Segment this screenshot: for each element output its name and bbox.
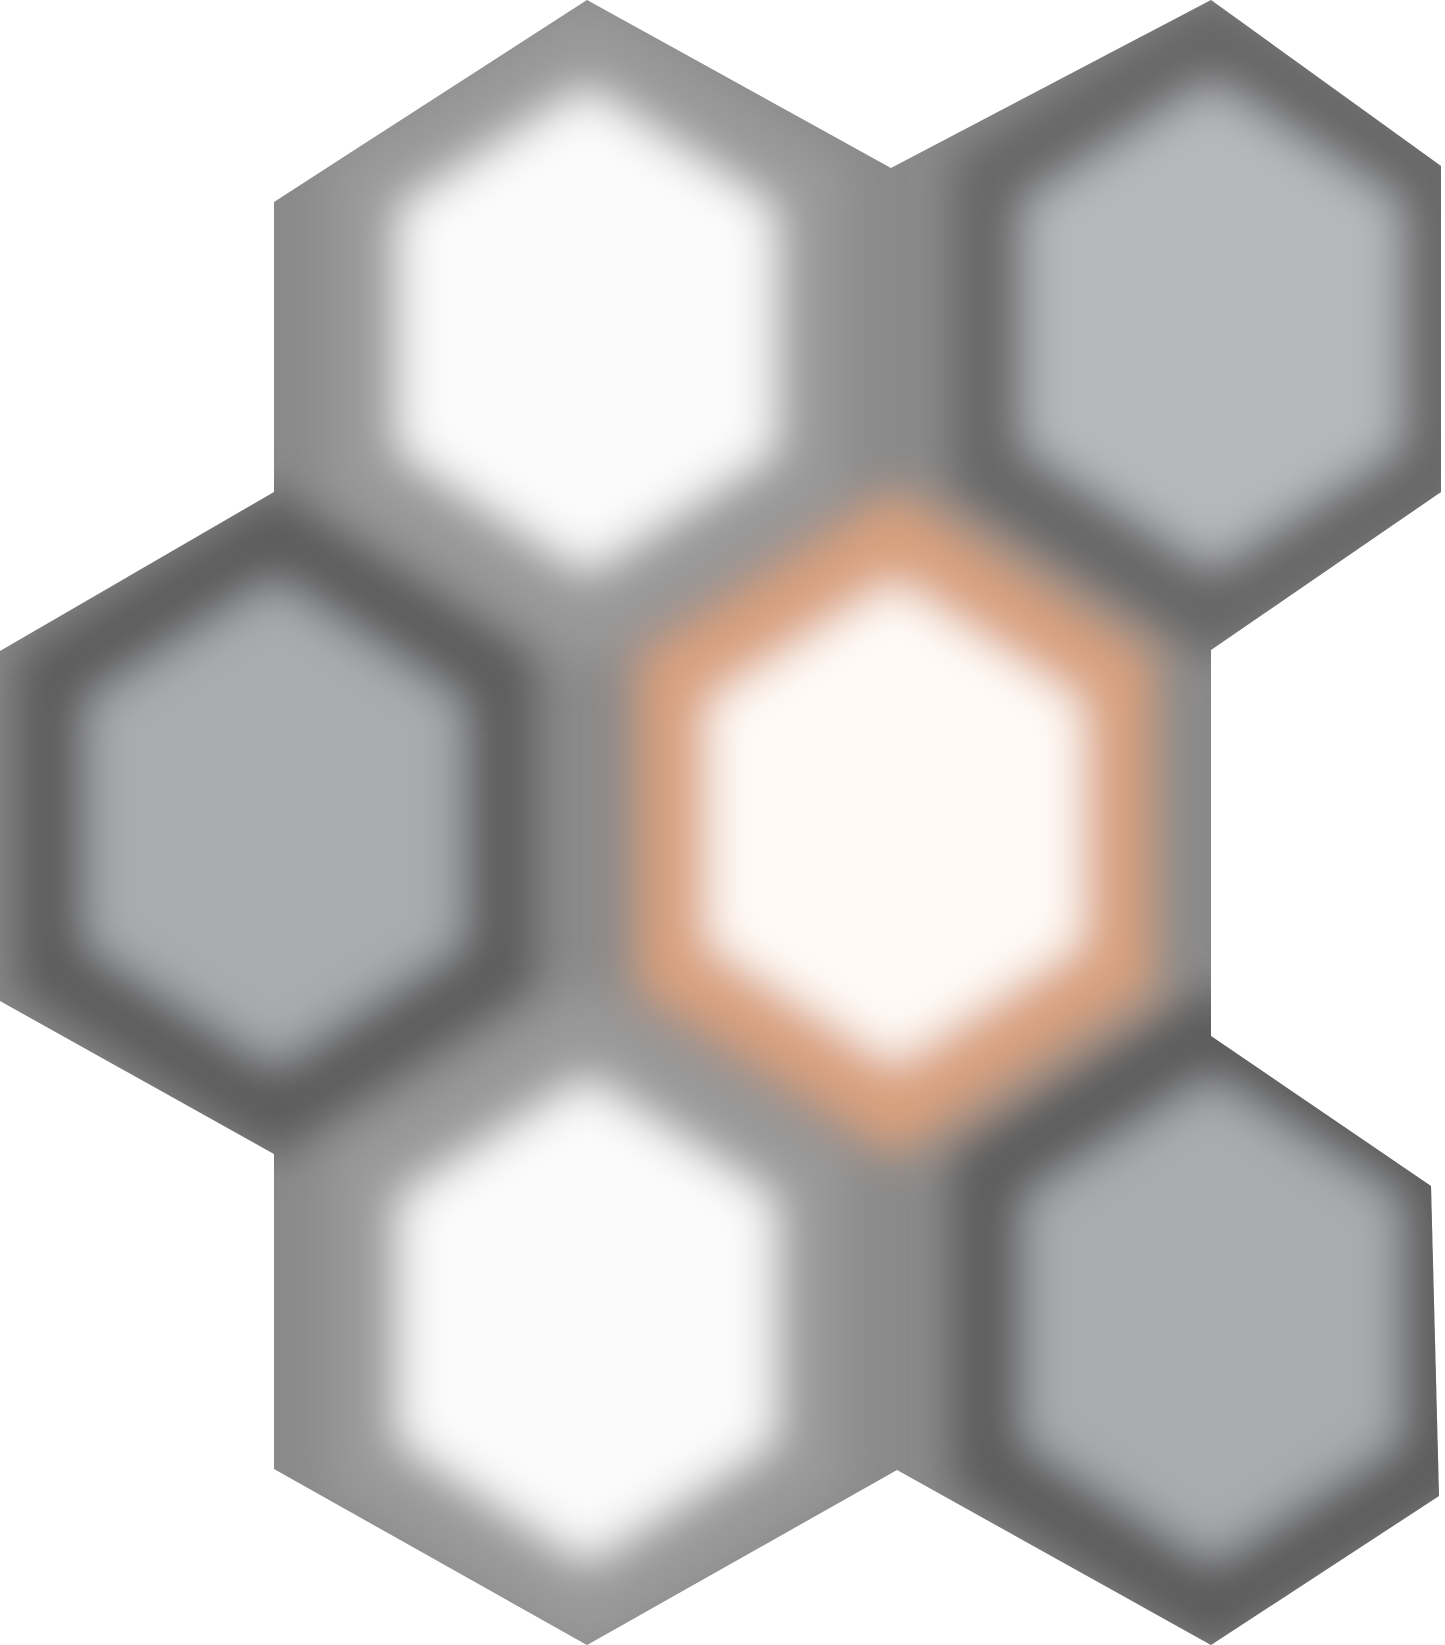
- hex-bottom-left: [399, 1078, 775, 1562]
- hex-center: [707, 581, 1083, 1065]
- hex-top-left: [399, 88, 775, 572]
- hex-top-right: [1024, 83, 1400, 567]
- hex-bottom-right: [1024, 1078, 1400, 1562]
- hex-mid-left: [87, 581, 463, 1065]
